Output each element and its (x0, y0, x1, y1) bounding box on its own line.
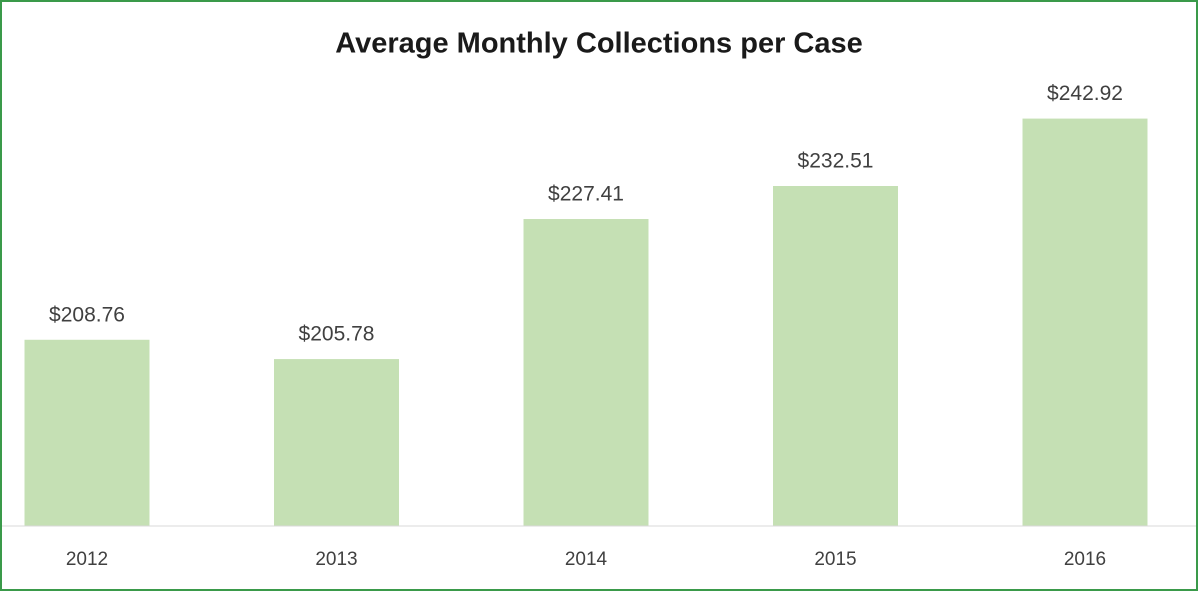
data-label: $205.78 (299, 323, 375, 346)
data-label: $232.51 (798, 150, 874, 173)
bar (523, 219, 649, 526)
x-tick-label: 2016 (1064, 549, 1106, 570)
bar (773, 185, 898, 527)
x-tick-label: 2014 (565, 549, 608, 570)
bar (274, 359, 399, 526)
chart-title: Average Monthly Collections per Case (335, 28, 863, 60)
x-tick-label: 2012 (66, 549, 108, 570)
bar (24, 339, 150, 526)
data-label: $227.41 (548, 183, 624, 206)
x-tick-label: 2013 (315, 549, 357, 570)
data-label: $242.92 (1047, 82, 1123, 105)
x-tick-label: 2015 (814, 549, 856, 570)
data-label: $208.76 (49, 303, 125, 326)
bar (1022, 118, 1148, 526)
